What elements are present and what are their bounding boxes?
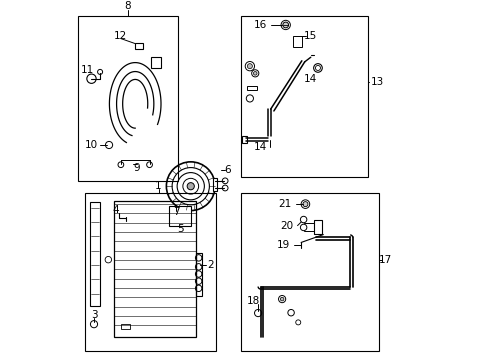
Text: 14: 14 bbox=[304, 74, 317, 84]
Circle shape bbox=[302, 202, 307, 207]
Circle shape bbox=[187, 183, 194, 190]
Bar bbox=[196, 252, 201, 296]
Bar bbox=[85, 193, 215, 351]
Text: 14: 14 bbox=[253, 142, 267, 152]
Bar bbox=[242, 136, 246, 143]
Bar bbox=[241, 16, 367, 177]
Bar bbox=[114, 201, 196, 337]
Text: 16: 16 bbox=[253, 20, 267, 30]
Text: 13: 13 bbox=[370, 77, 384, 87]
Text: 17: 17 bbox=[378, 255, 391, 265]
Circle shape bbox=[280, 297, 284, 301]
Circle shape bbox=[253, 72, 257, 75]
Circle shape bbox=[247, 64, 252, 69]
Bar bbox=[78, 16, 178, 181]
Text: 12: 12 bbox=[114, 31, 127, 41]
Bar bbox=[135, 43, 143, 49]
Text: 5: 5 bbox=[176, 224, 183, 234]
Text: 21: 21 bbox=[278, 199, 291, 209]
Text: 7: 7 bbox=[173, 207, 180, 217]
Bar bbox=[292, 36, 301, 47]
Text: 2: 2 bbox=[207, 260, 213, 270]
Bar bbox=[241, 193, 378, 351]
Bar bbox=[246, 86, 257, 90]
Bar bbox=[121, 324, 130, 329]
Text: 4: 4 bbox=[112, 204, 119, 215]
Text: 3: 3 bbox=[90, 310, 97, 320]
Text: 15: 15 bbox=[304, 31, 317, 41]
Text: 1: 1 bbox=[155, 181, 162, 191]
Bar bbox=[213, 178, 217, 191]
Bar bbox=[169, 206, 190, 226]
Text: 8: 8 bbox=[124, 1, 131, 11]
Bar bbox=[151, 57, 161, 68]
Text: 11: 11 bbox=[81, 65, 94, 75]
Bar bbox=[314, 220, 321, 234]
Text: 9: 9 bbox=[133, 163, 140, 173]
Bar bbox=[89, 202, 100, 306]
Text: 18: 18 bbox=[246, 296, 260, 306]
Text: 19: 19 bbox=[276, 240, 289, 250]
Text: 10: 10 bbox=[85, 140, 98, 150]
Circle shape bbox=[282, 22, 288, 28]
Text: 6: 6 bbox=[224, 165, 230, 175]
Text: 20: 20 bbox=[280, 221, 293, 231]
